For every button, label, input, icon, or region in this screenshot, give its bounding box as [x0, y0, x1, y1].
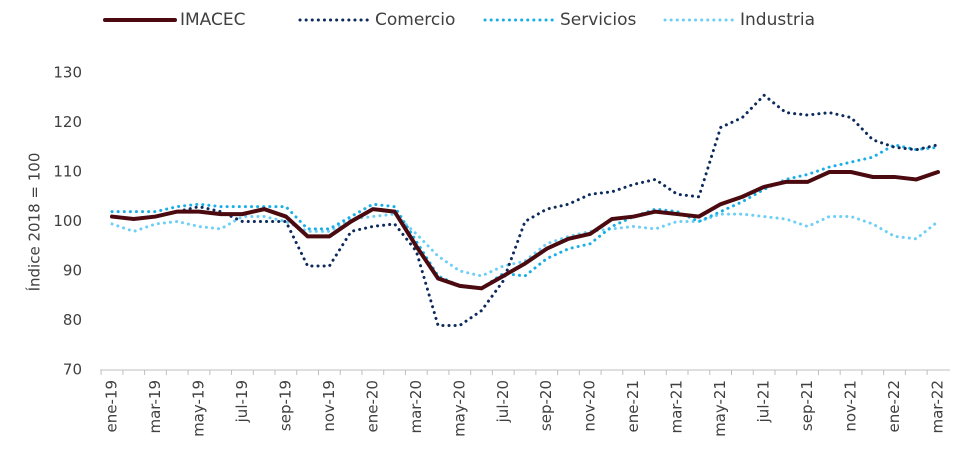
x-tick-label: jul-21 [755, 380, 773, 423]
x-tick-label: may-20 [450, 380, 468, 437]
y-tick-label: 100 [53, 212, 82, 230]
x-tick-label: sep-20 [537, 380, 555, 431]
x-tick-label: jul-20 [494, 380, 512, 423]
series-line [110, 143, 940, 290]
y-tick-label: 70 [63, 361, 82, 379]
x-tick-label: sep-21 [798, 380, 816, 431]
x-tick-label: jul-19 [233, 380, 251, 423]
x-tick-label: ene-21 [624, 380, 642, 432]
legend-label: Servicios [560, 10, 636, 30]
x-tick-label: mar-20 [407, 380, 425, 434]
series-line [110, 93, 940, 327]
x-tick-label: ene-22 [885, 380, 903, 432]
x-tick-label: ene-19 [103, 380, 121, 432]
y-tick-label: 130 [53, 64, 82, 82]
x-tick-label: may-19 [189, 380, 207, 437]
legend-label: Comercio [375, 10, 455, 30]
legend-label: Industria [740, 10, 815, 30]
x-tick-label: mar-19 [146, 380, 164, 434]
y-tick-label: 110 [53, 163, 82, 181]
y-tick-label: 80 [63, 311, 82, 329]
x-tick-label: may-21 [711, 380, 729, 437]
y-tick-label: 120 [53, 113, 82, 131]
x-tick-label: ene-20 [363, 380, 381, 432]
x-tick-label: mar-21 [668, 380, 686, 434]
y-tick-label: 90 [63, 262, 82, 280]
series-line [110, 170, 940, 291]
x-tick-label: nov-19 [320, 380, 338, 432]
x-tick-label: sep-19 [276, 380, 294, 431]
x-tick-label: nov-20 [581, 380, 599, 432]
legend-label: IMACEC [180, 10, 246, 30]
y-axis-label: Índice 2018 = 100 [25, 153, 44, 292]
series-line [110, 212, 940, 278]
x-tick-label: mar-22 [929, 380, 947, 434]
x-tick-label: nov-21 [842, 380, 860, 432]
